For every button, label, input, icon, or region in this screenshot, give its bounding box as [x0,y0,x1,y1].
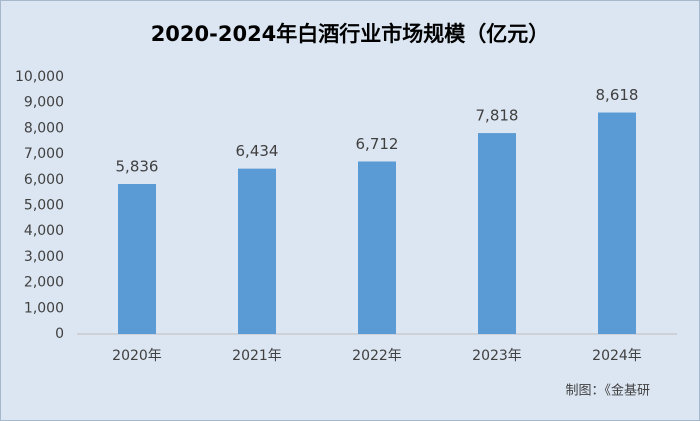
data-label: 7,818 [476,107,519,125]
x-tick-label: 2022年 [352,348,402,364]
y-tick-label: 0 [55,326,64,342]
x-tick-label: 2024年 [592,348,642,364]
x-tick-label: 2021年 [232,348,282,364]
data-label: 5,836 [116,158,159,176]
data-label: 6,712 [356,135,399,153]
y-tick-label: 10,000 [15,69,64,85]
x-tick-label: 2020年 [112,348,162,364]
y-tick-label: 2,000 [24,275,64,291]
y-tick-label: 4,000 [24,223,64,239]
bar [478,133,516,334]
source-note: 制图：《金基研 [565,383,650,399]
bar [358,161,396,334]
y-tick-label: 9,000 [24,95,64,111]
y-tick-label: 7,000 [24,146,64,162]
y-tick-label: 6,000 [24,172,64,188]
bar [598,112,636,335]
chart-title: 2020-2024年白酒行业市场规模（亿元） [151,22,550,46]
bar [118,184,156,334]
y-tick-label: 8,000 [24,120,64,136]
y-tick-label: 5,000 [24,198,64,214]
data-label: 8,618 [596,86,639,104]
bar [238,168,276,334]
y-tick-label: 1,000 [24,300,64,316]
y-tick-label: 3,000 [24,249,64,265]
data-label: 6,434 [236,142,279,160]
x-tick-label: 2023年 [472,348,522,364]
